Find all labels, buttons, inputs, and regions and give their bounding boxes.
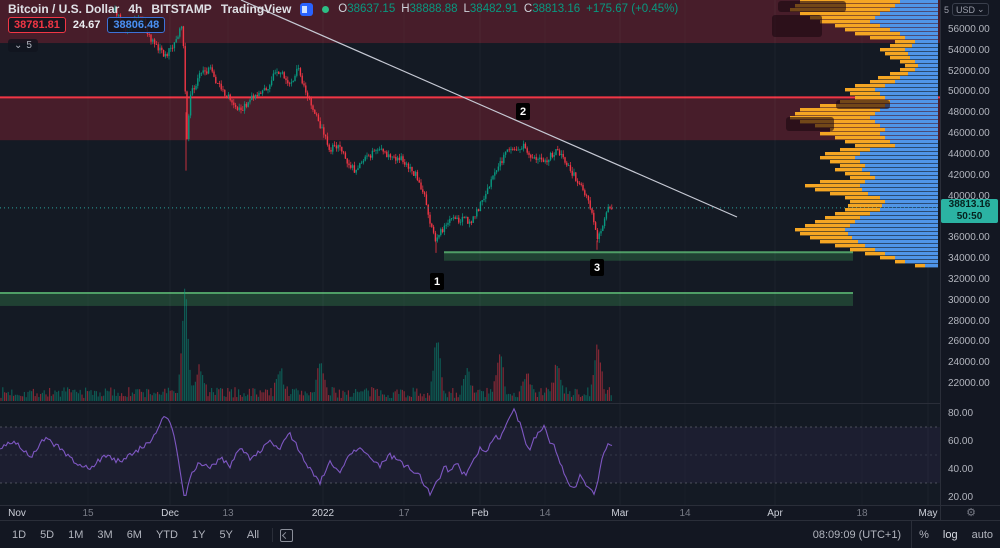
range-button-6M[interactable]: 6M <box>126 529 142 541</box>
range-button-1Y[interactable]: 1Y <box>191 529 206 541</box>
low-value: 38482.91 <box>469 3 518 15</box>
close-value: 38813.16 <box>532 3 581 15</box>
time-axis-label: Dec <box>161 508 179 519</box>
price-axis-label: 34000.00 <box>948 253 990 265</box>
price-axis-label: 50000.00 <box>948 86 990 98</box>
price-axis-label: 42000.00 <box>948 169 990 181</box>
range-button-All[interactable]: All <box>246 529 260 541</box>
percent-scale-button[interactable]: % <box>919 529 929 541</box>
scale-count: 5 <box>944 4 950 15</box>
oscillator-axis-label: 20.00 <box>948 492 974 503</box>
oscillator-axis-label: 80.00 <box>948 408 974 419</box>
collapsed-count: 5 <box>26 40 32 51</box>
log-scale-button[interactable]: log <box>942 529 958 541</box>
price-axis-label: 32000.00 <box>948 273 990 285</box>
currency-selector[interactable]: USD ⌄ <box>952 3 989 16</box>
symbol-header: Bitcoin / U.S. Dollar 4h BITSTAMP Tradin… <box>8 2 678 16</box>
time-axis-label: 17 <box>398 508 410 519</box>
symbol-name[interactable]: Bitcoin / U.S. Dollar <box>8 2 120 16</box>
time-axis-label: 14 <box>539 508 551 519</box>
order-label-red[interactable]: 38781.81 <box>8 17 66 33</box>
range-button-1D[interactable]: 1D <box>12 529 27 541</box>
price-axis-label: 30000.00 <box>948 294 990 306</box>
wave-marker-1[interactable]: 1 <box>430 273 444 290</box>
time-axis-label: 18 <box>856 508 868 519</box>
gear-icon[interactable]: ⚙ <box>966 507 976 519</box>
oscillator-axis-label: 40.00 <box>948 464 974 475</box>
range-button-5D[interactable]: 5D <box>40 529 55 541</box>
time-axis-label: Nov <box>8 508 26 519</box>
exchange-name[interactable]: BITSTAMP <box>151 2 212 16</box>
range-button-YTD[interactable]: YTD <box>155 529 178 541</box>
price-axis-label: 28000.00 <box>948 315 990 327</box>
time-axis-label: 13 <box>222 508 234 519</box>
price-label-chips: 38781.81 24.67 38806.48 <box>8 17 166 33</box>
time-axis-label: Apr <box>767 508 783 519</box>
last-price-badge: 38813.16 50:50 <box>941 199 998 223</box>
time-axis-label: May <box>918 508 938 519</box>
order-label-blue[interactable]: 38806.48 <box>107 17 166 33</box>
auto-scale-button[interactable]: auto <box>971 529 993 541</box>
time-axis[interactable]: ⚙ Nov 15 Dec 13 2022 17 Feb 14 Mar 14 Apr 18 May <box>0 505 1000 521</box>
price-axis-label: 26000.00 <box>948 336 990 348</box>
price-axis-label: 40000.00 <box>948 190 990 202</box>
price-axis[interactable]: 5 USD ⌄ 56000.00 54000.00 52000.00 50000.00 4… <box>940 0 1000 505</box>
time-axis-label: 15 <box>82 508 94 519</box>
clock-timezone[interactable]: 08:09:09 (UTC+1) <box>812 529 902 541</box>
oscillator-axis-label: 60.00 <box>948 436 974 447</box>
change-value: +175.67 (+0.45%) <box>586 3 679 15</box>
high-value: 38888.88 <box>409 3 458 15</box>
open-value: 38637.15 <box>347 3 396 15</box>
axis-settings-cell: ⚙ <box>940 506 1000 521</box>
go-to-date-icon[interactable] <box>280 528 294 542</box>
price-axis-label: 48000.00 <box>948 107 990 119</box>
wave-marker-2[interactable]: 2 <box>516 103 530 120</box>
price-axis-header: 5 USD ⌄ <box>944 3 989 16</box>
price-axis-label: 22000.00 <box>948 377 990 389</box>
brand-name: TradingView <box>220 2 292 16</box>
price-axis-label: 46000.00 <box>948 128 990 140</box>
time-axis-label: Mar <box>611 508 629 519</box>
spread-label: 24.67 <box>72 19 101 31</box>
indicators-collapse-toggle[interactable]: ⌄ 5 <box>8 39 38 52</box>
chevron-down-icon: ⌄ <box>14 40 23 51</box>
tradingview-logo-icon[interactable] <box>300 2 314 16</box>
scale-options: % log auto <box>911 521 1000 548</box>
market-open-dot-icon <box>322 5 330 13</box>
time-axis-label: 2022 <box>311 508 335 519</box>
bar-countdown: 50:50 <box>956 211 983 222</box>
price-axis-label: 56000.00 <box>948 24 990 35</box>
price-axis-label: 54000.00 <box>948 44 990 56</box>
interval-button[interactable]: 4h <box>128 2 143 16</box>
price-axis-label: 52000.00 <box>948 65 990 77</box>
date-range-buttons: 1D 5D 1M 3M 6M YTD 1Y 5Y All <box>0 527 265 543</box>
price-axis-label: 24000.00 <box>948 357 990 369</box>
chevron-down-icon: ⌄ <box>977 4 985 14</box>
price-axis-label: 44000.00 <box>948 148 990 160</box>
last-price: 38813.16 <box>948 199 991 210</box>
price-axis-label: 36000.00 <box>948 232 990 244</box>
time-axis-label: 14 <box>679 508 691 519</box>
ohlc-readout: O38637.15 H38888.88 L38482.91 C38813.16 … <box>338 3 679 15</box>
wave-marker-3[interactable]: 3 <box>590 259 604 276</box>
time-axis-label: Feb <box>471 508 489 519</box>
range-button-1M[interactable]: 1M <box>68 529 84 541</box>
bottom-toolbar: 1D 5D 1M 3M 6M YTD 1Y 5Y All 08:09:09 (UTC+1) % … <box>0 520 1000 548</box>
range-button-3M[interactable]: 3M <box>97 529 113 541</box>
range-button-5Y[interactable]: 5Y <box>219 529 233 541</box>
toolbar-divider <box>272 528 274 542</box>
